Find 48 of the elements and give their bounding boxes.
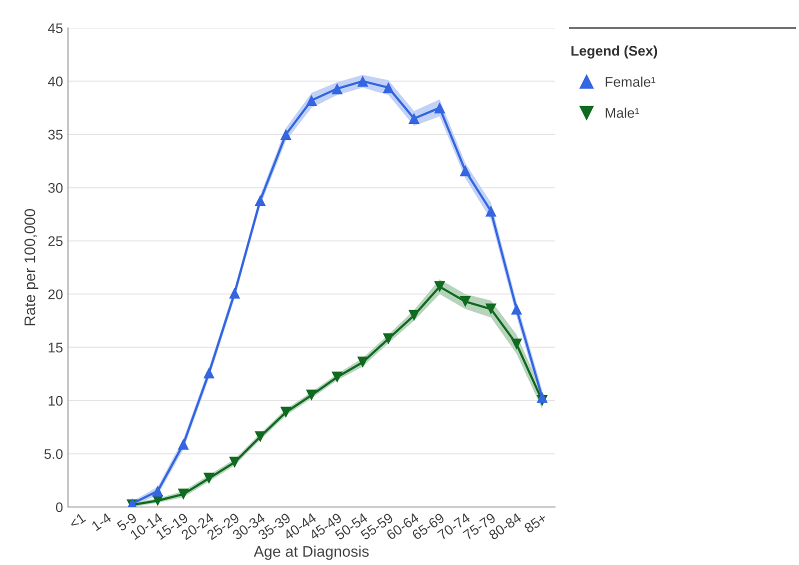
point [357, 76, 368, 87]
x-axis-title: Age at Diagnosis [254, 546, 369, 560]
point [203, 367, 215, 378]
x-tick-label: <1 [68, 512, 86, 529]
y-tick-label: 25 [48, 236, 63, 246]
point [485, 303, 496, 315]
y-tick-label: 35 [48, 130, 63, 140]
point [152, 485, 164, 497]
y-tick-label: 20 [48, 289, 63, 300]
point [460, 165, 471, 176]
point [229, 456, 240, 468]
point [382, 333, 394, 344]
point [434, 102, 446, 114]
y-tick-label: 45 [48, 23, 63, 34]
point [408, 310, 420, 321]
x-tick-label: 85+ [524, 512, 548, 534]
point [280, 128, 292, 140]
point [408, 112, 420, 124]
y-tick-label: 40 [48, 76, 63, 86]
y-tick-label: 30 [48, 183, 63, 193]
point [510, 338, 522, 350]
point [254, 194, 266, 206]
point [254, 431, 266, 442]
point [357, 356, 368, 368]
point [332, 83, 343, 94]
point [178, 438, 189, 450]
y-tick-label: 10 [48, 396, 63, 406]
y-tick-label: 0 [56, 502, 63, 512]
point [178, 488, 189, 500]
y-axis-title: Rate per 100,000 [24, 209, 38, 326]
y-tick-label: 15 [48, 342, 63, 353]
legend-label: Female¹ [606, 76, 656, 87]
point [510, 303, 522, 315]
point [229, 287, 240, 299]
point [382, 82, 394, 94]
point [203, 472, 215, 484]
point [332, 372, 343, 383]
point [485, 206, 496, 217]
point [306, 94, 318, 106]
x-tick-label: 1-4 [91, 512, 112, 532]
legend-title: Legend (Sex) [571, 46, 658, 59]
point [434, 281, 446, 292]
point [460, 296, 471, 308]
y-tick-label: 5.0 [44, 449, 63, 459]
point [306, 390, 318, 401]
legend-label: Male¹ [606, 108, 640, 118]
point [536, 392, 548, 403]
point [280, 406, 292, 418]
